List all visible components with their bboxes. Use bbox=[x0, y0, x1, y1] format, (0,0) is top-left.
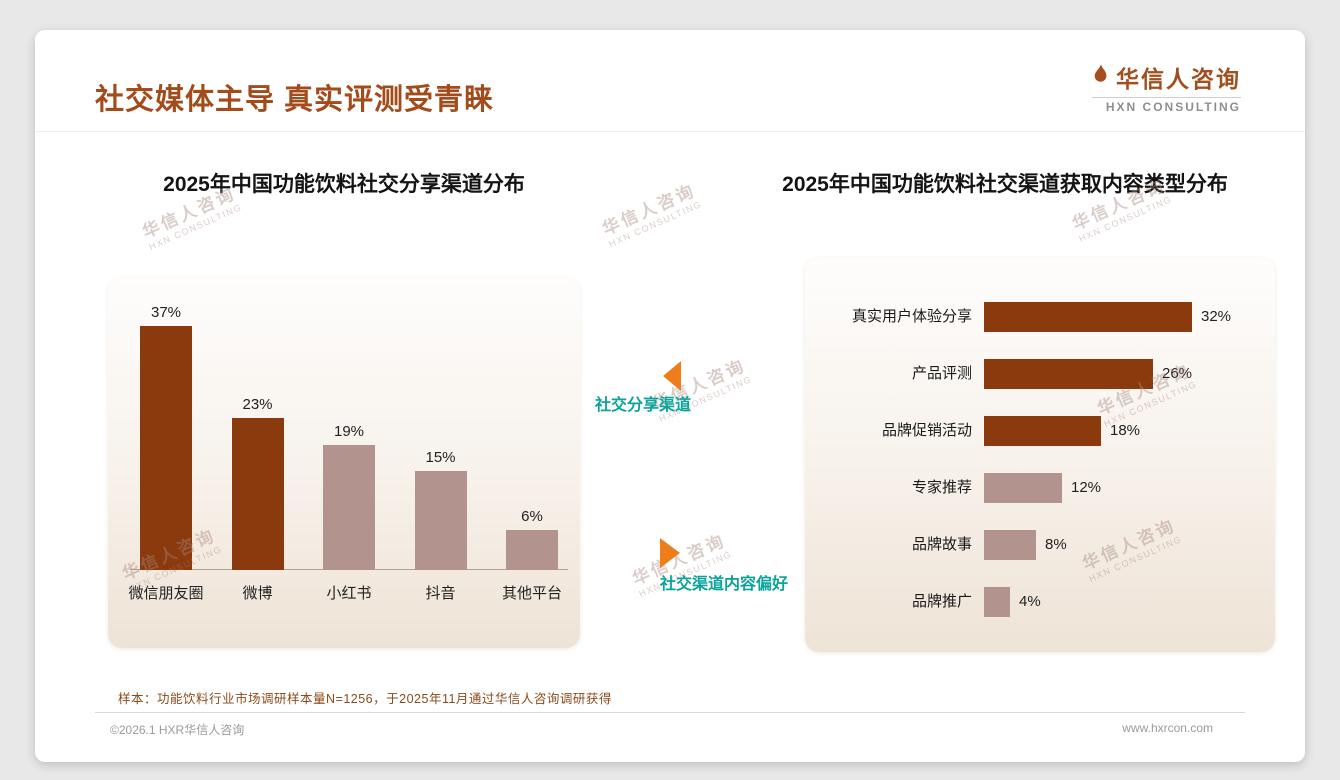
bar-value-2: 19% bbox=[333, 422, 365, 440]
slide-card: 社交媒体主导 真实评测受青睐 华信人咨询 HXN CONSULTING 2025… bbox=[35, 30, 1305, 762]
right-chart-title: 2025年中国功能饮料社交渠道获取内容类型分布 bbox=[782, 173, 1228, 196]
bar-value-1: 23% bbox=[242, 396, 273, 414]
bar-category-3: 抖音 bbox=[425, 585, 456, 602]
hbar-3 bbox=[984, 473, 1062, 503]
brand-logo-top: 华信人咨询 bbox=[1092, 60, 1241, 94]
brand-flame-icon bbox=[1092, 63, 1110, 92]
hbar-value-3: 12% bbox=[1071, 479, 1102, 496]
copyright-text: ©2026.1 HXR华信人咨询 bbox=[110, 723, 245, 737]
hbar-0 bbox=[984, 302, 1192, 332]
bar-3 bbox=[414, 471, 467, 570]
hbar-2 bbox=[984, 416, 1101, 446]
bar-1 bbox=[231, 418, 284, 570]
sample-note: 样本：功能饮料行业市场调研样本量N=1256，于2025年11月通过华信人咨询调… bbox=[118, 692, 612, 706]
hbar-value-0: 32% bbox=[1201, 308, 1232, 325]
hbar-value-1: 26% bbox=[1162, 365, 1193, 382]
left-chart-panel: 37% 微信朋友圈 23% 微博 19% 小红书 15% 抖音 6% 其他平台 bbox=[108, 278, 580, 648]
bar-value-0: 37% bbox=[150, 303, 182, 321]
website-url: www.hxrcon.com bbox=[1122, 721, 1213, 735]
hbar-category-2: 品牌促销活动 bbox=[881, 422, 972, 439]
hbar-value-5: 4% bbox=[1019, 593, 1041, 610]
watermark: 华信人咨询 HXN CONSULTING bbox=[597, 176, 704, 249]
watermark-line2: HXN CONSULTING bbox=[147, 201, 244, 252]
left-chart-title: 2025年中国功能饮料社交分享渠道分布 bbox=[163, 173, 525, 196]
page-title: 社交媒体主导 真实评测受青睐 bbox=[95, 84, 495, 116]
bar-category-2: 小红书 bbox=[326, 585, 372, 602]
arrow-left-icon bbox=[663, 361, 681, 391]
bar-value-3: 15% bbox=[425, 449, 456, 466]
bar-4 bbox=[506, 530, 558, 570]
hbar-1 bbox=[984, 359, 1153, 389]
watermark-line1: 华信人咨询 bbox=[599, 180, 699, 239]
hbar-category-4: 品牌故事 bbox=[911, 536, 972, 553]
footer-divider bbox=[95, 712, 1245, 713]
hbar-4 bbox=[984, 530, 1036, 560]
header-divider bbox=[35, 131, 1305, 132]
right-chart-panel: 真实用户体验分享 32% 产品评测 26% 品牌促销活动 18% 专家推荐 12% 品牌故事 8%… bbox=[805, 258, 1275, 652]
right-chart-callout-label: 社交渠道内容偏好 bbox=[659, 576, 788, 593]
hbar-value-4: 8% bbox=[1045, 536, 1067, 553]
arrow-right-icon bbox=[660, 538, 680, 568]
hbar-category-3: 专家推荐 bbox=[911, 479, 972, 496]
bar-category-1: 微博 bbox=[242, 585, 273, 602]
watermark-line2: HXN CONSULTING bbox=[607, 198, 704, 249]
brand-logo: 华信人咨询 HXN CONSULTING bbox=[1092, 60, 1241, 114]
hbar-category-5: 品牌推广 bbox=[911, 593, 972, 610]
watermark-line2: HXN CONSULTING bbox=[1077, 193, 1174, 244]
hbar-5 bbox=[984, 587, 1010, 617]
bar-value-4: 6% bbox=[521, 508, 543, 526]
bar-category-4: 其他平台 bbox=[501, 585, 562, 602]
left-chart-callout-label: 社交分享渠道 bbox=[594, 397, 691, 414]
bar-2 bbox=[323, 444, 375, 570]
hbar-category-0: 真实用户体验分享 bbox=[851, 308, 972, 325]
hbar-category-1: 产品评测 bbox=[911, 365, 972, 382]
bar-0 bbox=[140, 325, 192, 570]
bar-category-0: 微信朋友圈 bbox=[128, 585, 204, 602]
hbar-value-2: 18% bbox=[1110, 422, 1141, 439]
brand-name: 华信人咨询 bbox=[1116, 66, 1241, 92]
brand-subtitle: HXN CONSULTING bbox=[1092, 97, 1241, 114]
